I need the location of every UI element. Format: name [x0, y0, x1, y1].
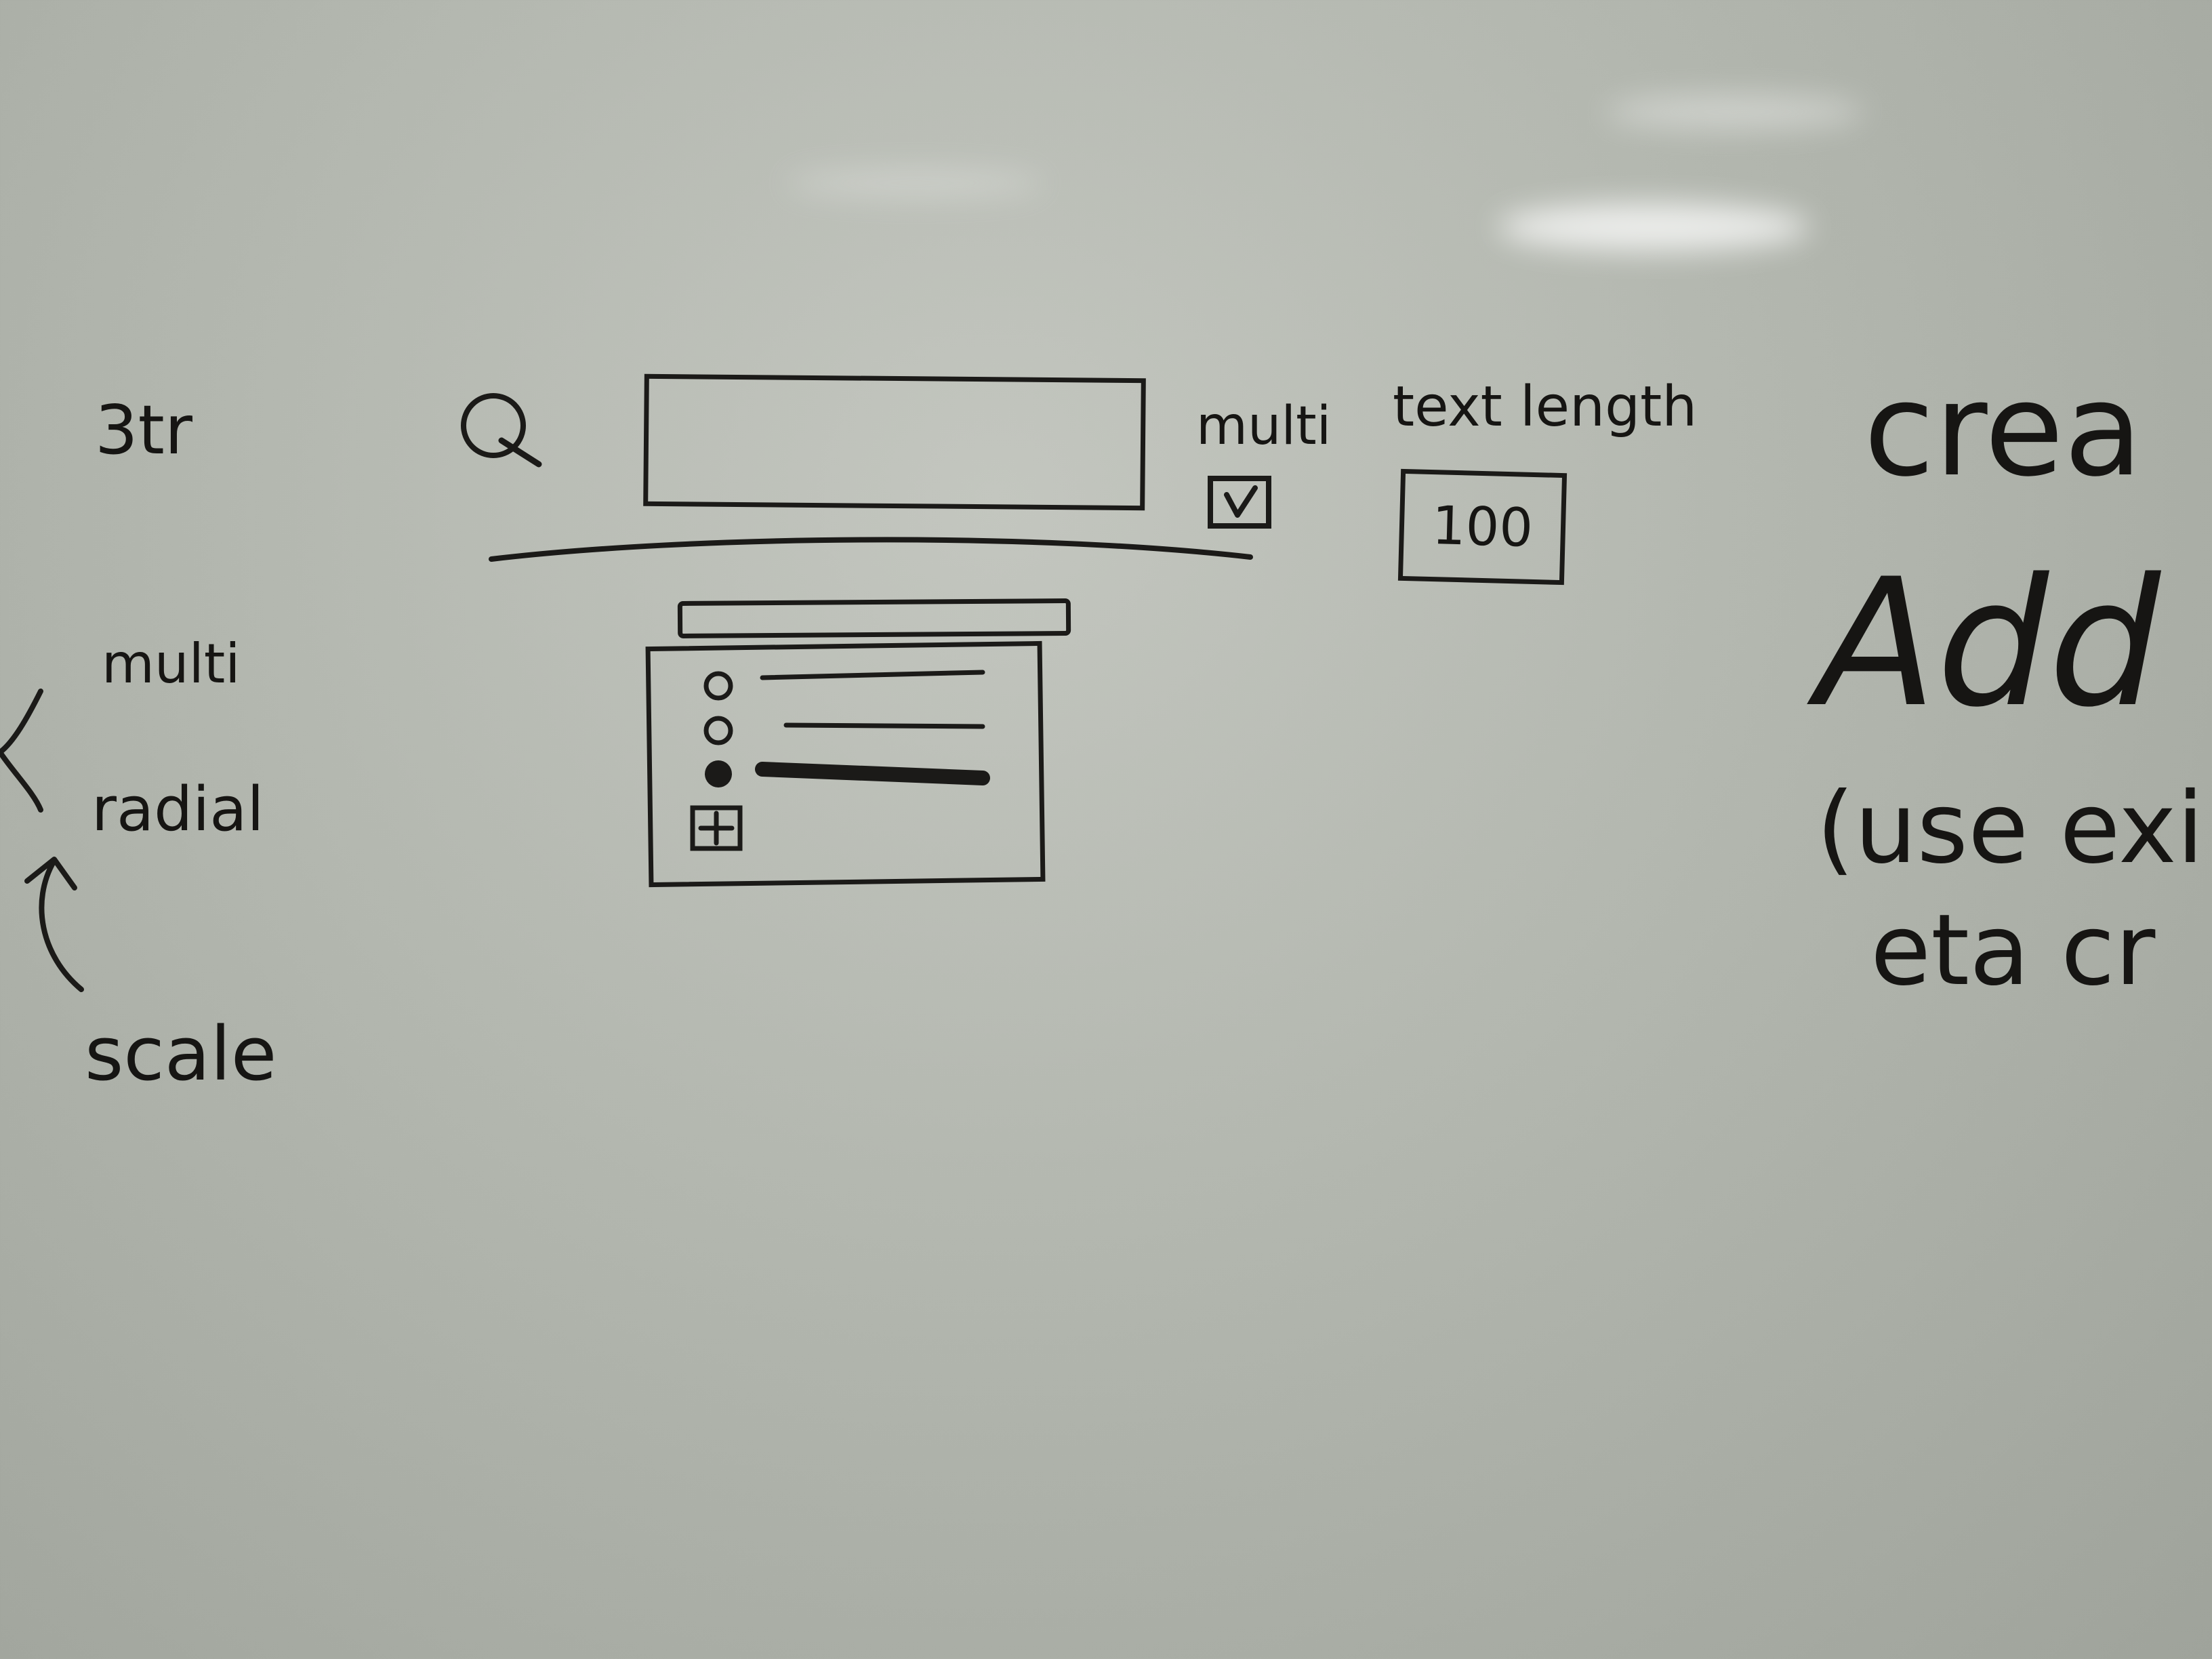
label-scale: scale — [85, 1010, 277, 1097]
text-length-input[interactable]: 100 — [1397, 468, 1568, 586]
search-divider — [489, 537, 1253, 562]
light-glare — [786, 169, 1044, 197]
text-length-label: text length — [1393, 375, 1698, 439]
text-length-value: 100 — [1431, 495, 1534, 559]
radio-unselected-icon — [703, 716, 733, 745]
label-3tr: 3tr — [95, 390, 192, 470]
light-glare — [1498, 203, 1809, 251]
multi-label: multi — [1196, 396, 1332, 457]
note-line-2: Add e — [1816, 541, 2212, 746]
multi-checkbox[interactable] — [1206, 474, 1274, 530]
radio-unselected-icon — [703, 671, 733, 701]
label-multi-left: multi — [102, 632, 241, 695]
left-arrows — [0, 689, 84, 992]
search-icon[interactable] — [454, 386, 549, 481]
radio-selected-icon — [705, 760, 732, 787]
plus-icon — [690, 805, 743, 851]
dropdown-items — [690, 670, 990, 851]
light-glare — [1606, 95, 1864, 129]
note-line-4: eta cr — [1870, 893, 2156, 1008]
note-line-3: (use exi — [1816, 771, 2205, 886]
label-radial: radial — [91, 774, 264, 845]
search-input[interactable] — [643, 373, 1146, 511]
note-line-1: crea — [1864, 355, 2143, 505]
dropdown-header[interactable] — [677, 598, 1071, 639]
